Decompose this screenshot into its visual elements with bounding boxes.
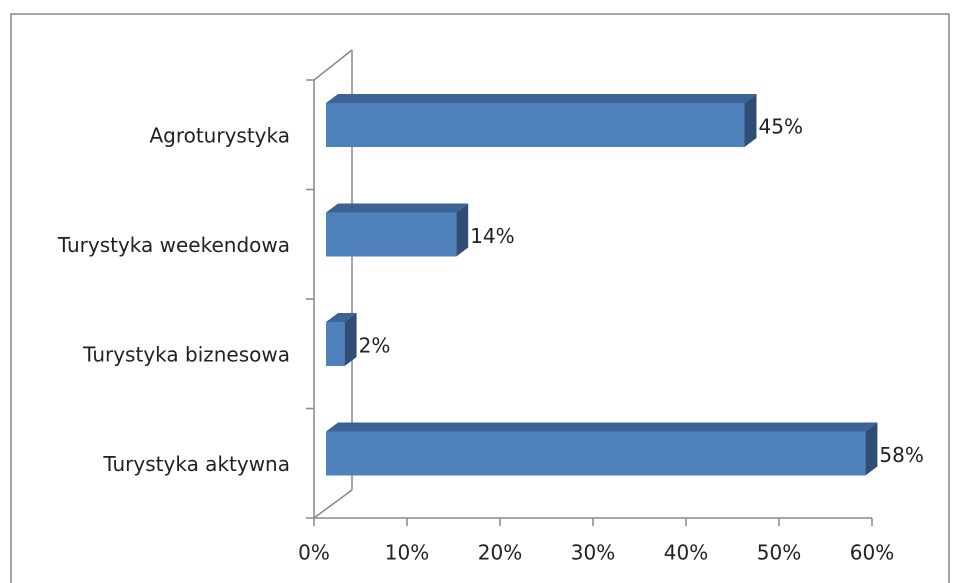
value-label: 2% bbox=[359, 334, 391, 358]
value-label: 45% bbox=[759, 115, 803, 139]
value-label: 14% bbox=[470, 224, 514, 248]
y-tick-label: Agroturystyka bbox=[149, 124, 290, 148]
bar bbox=[326, 431, 866, 476]
x-tick-label: 30% bbox=[571, 541, 615, 565]
x-tick-label: 60% bbox=[850, 541, 894, 565]
bar-top bbox=[326, 313, 357, 322]
bar-side bbox=[456, 203, 469, 257]
x-tick-label: 20% bbox=[478, 541, 522, 565]
value-label: 58% bbox=[879, 443, 923, 467]
x-tick-label: 0% bbox=[298, 541, 330, 565]
x-tick-label: 10% bbox=[385, 541, 429, 565]
bar-side bbox=[865, 422, 878, 476]
bar bbox=[326, 103, 745, 147]
x-tick-label: 50% bbox=[757, 541, 801, 565]
y-tick-label: Turystyka aktywna bbox=[102, 452, 290, 476]
bar bbox=[326, 322, 345, 366]
bar-side bbox=[344, 313, 357, 366]
x-tick-label: 40% bbox=[664, 541, 708, 565]
bar-side bbox=[744, 94, 757, 147]
y-tick-label: Turystyka weekendowa bbox=[57, 233, 290, 257]
bar-top bbox=[326, 422, 878, 432]
bar bbox=[326, 212, 457, 257]
y-tick-label: Turystyka biznesowa bbox=[82, 343, 290, 367]
bar-top bbox=[326, 203, 469, 213]
bar-top bbox=[326, 94, 757, 103]
